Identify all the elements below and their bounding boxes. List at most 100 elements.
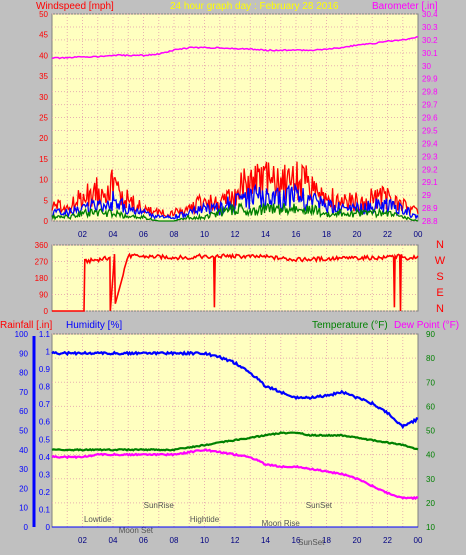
hour-tick-label: 16	[292, 536, 301, 545]
hour-tick-label: 00	[414, 230, 423, 239]
humidity-axis-label: Humidity [%]	[66, 320, 123, 331]
temperature-tick-label: 30	[426, 475, 435, 484]
barometer-tick-label: 29.6	[422, 114, 438, 123]
hour-tick-label: 12	[231, 536, 240, 545]
rainfall-tick-label: 0.6	[39, 418, 51, 427]
direction-tick-label: 180	[35, 274, 49, 283]
wind-tick-label: 20	[39, 134, 48, 143]
humidity-tick-label: 70	[19, 388, 28, 397]
barometer-tick-label: 29	[422, 191, 431, 200]
astro-annotation: Lowtide	[84, 515, 112, 524]
wind-tick-label: 40	[39, 51, 48, 60]
hour-tick-label: 10	[200, 536, 209, 545]
humidity-tick-label: 90	[19, 349, 28, 358]
astro-annotation: Hightide	[190, 515, 220, 524]
hour-tick-label: 06	[139, 230, 148, 239]
barometer-tick-label: 30.1	[422, 49, 438, 58]
hour-tick-label: 00	[414, 536, 423, 545]
direction-tick-label: 0	[44, 307, 49, 316]
barometer-tick-label: 29.8	[422, 88, 438, 97]
temperature-tick-label: 80	[426, 354, 435, 363]
barometer-axis-label: Barometer [.in]	[372, 1, 438, 12]
barometer-tick-label: 29.5	[422, 126, 438, 135]
hour-tick-label: 08	[170, 536, 179, 545]
wind-tick-label: 15	[39, 155, 48, 164]
hour-tick-label: 02	[78, 536, 87, 545]
dewpoint-line	[51, 448, 419, 501]
humidity-tick-label: 40	[19, 446, 28, 455]
astro-annotation: SunRise	[144, 501, 175, 510]
hour-tick-label: 18	[322, 230, 331, 239]
hour-tick-label: 22	[383, 230, 392, 239]
barometer-tick-label: 28.9	[422, 204, 438, 213]
hour-tick-label: 04	[109, 536, 118, 545]
hour-tick-label: 12	[231, 230, 240, 239]
compass-label: N	[436, 303, 444, 315]
humidity-tick-label: 0	[24, 523, 29, 532]
compass-label: E	[436, 287, 443, 299]
wind-tick-label: 50	[39, 10, 48, 19]
temperature-tick-label: 20	[426, 499, 435, 508]
wind-tick-label: 45	[39, 31, 48, 40]
temperature-tick-label: 50	[426, 427, 435, 436]
rainfall-axis-label: Rainfall [.in]	[0, 320, 53, 331]
rainfall-tick-label: 0.4	[39, 453, 51, 462]
hour-tick-label: 14	[261, 230, 270, 239]
humidity-tick-label: 50	[19, 427, 28, 436]
barometer-tick-label: 30	[422, 62, 431, 71]
astro-annotation: SunSet	[306, 501, 333, 510]
astro-annotation: Moon Set	[119, 526, 154, 535]
humidity-tick-label: 20	[19, 484, 28, 493]
humidity-tick-label: 60	[19, 407, 28, 416]
barometer-line	[51, 36, 418, 60]
rainfall-tick-label: 0.9	[39, 365, 51, 374]
hour-tick-label: 10	[200, 230, 209, 239]
hour-tick-label: 02	[78, 230, 87, 239]
compass-label: S	[436, 271, 443, 283]
wind-tick-label: 30	[39, 93, 48, 102]
wind-average-line	[51, 183, 419, 221]
rainfall-tick-label: 0.7	[39, 400, 51, 409]
hour-tick-label: 04	[109, 230, 118, 239]
humidity-tick-label: 10	[19, 504, 28, 513]
rainfall-tick-label: 0	[46, 523, 51, 532]
barometer-tick-label: 30.2	[422, 36, 438, 45]
hour-tick-label: 22	[383, 536, 392, 545]
wind-axis-label: Windspeed [mph]	[36, 1, 114, 12]
direction-tick-label: 270	[35, 258, 49, 267]
temperature-tick-label: 60	[426, 402, 435, 411]
temperature-axis-label: Temperature (°F)	[312, 320, 388, 331]
direction-tick-label: 90	[39, 291, 48, 300]
barometer-tick-label: 28.8	[422, 217, 438, 226]
temperature-tick-label: 70	[426, 378, 435, 387]
barometer-tick-label: 29.7	[422, 101, 438, 110]
wind-tick-label: 25	[39, 114, 48, 123]
astro-annotation: Moon Rise	[262, 519, 301, 528]
astro-annotation: SunSet	[298, 538, 325, 547]
hour-tick-label: 20	[353, 536, 362, 545]
temperature-line	[51, 431, 419, 452]
wind-direction-line	[52, 252, 419, 312]
barometer-tick-label: 30.3	[422, 23, 438, 32]
barometer-tick-label: 29.3	[422, 152, 438, 161]
barometer-tick-label: 29.9	[422, 75, 438, 84]
temperature-tick-label: 40	[426, 451, 435, 460]
direction-tick-label: 360	[35, 241, 49, 250]
rainfall-tick-label: 0.2	[39, 488, 51, 497]
rainfall-tick-label: 1.1	[39, 330, 51, 339]
wind-tick-label: 10	[39, 176, 48, 185]
hour-tick-label: 06	[139, 536, 148, 545]
barometer-tick-label: 29.4	[422, 139, 438, 148]
humidity-tick-label: 100	[15, 330, 29, 339]
rainfall-tick-label: 0.5	[39, 435, 51, 444]
hour-tick-label: 18	[322, 536, 331, 545]
barometer-tick-label: 29.1	[422, 178, 438, 187]
barometer-tick-label: 30.4	[422, 10, 438, 19]
compass-label: N	[436, 239, 444, 251]
rainfall-tick-label: 0.3	[39, 470, 51, 479]
humidity-tick-label: 80	[19, 369, 28, 378]
wind-tick-label: 35	[39, 72, 48, 81]
hour-tick-label: 20	[353, 230, 362, 239]
hour-tick-label: 14	[261, 536, 270, 545]
